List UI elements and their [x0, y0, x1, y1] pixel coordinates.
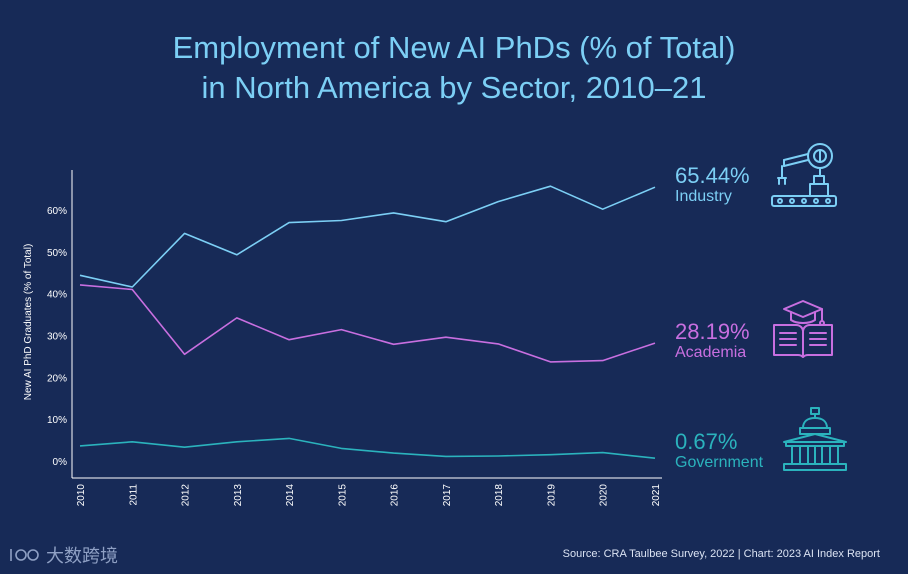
government-value: 0.67% — [675, 429, 738, 454]
x-tick-label: 2010 — [76, 484, 87, 507]
source-note: Source: CRA Taulbee Survey, 2022 | Chart… — [562, 548, 880, 560]
industry-label: 65.44% Industry — [675, 164, 750, 206]
government-name: Government — [675, 454, 764, 471]
series-lines — [79, 185, 656, 459]
watermark-text: 大数跨境 — [46, 546, 118, 566]
y-axis-title: New AI PhD Graduates (% of Total) — [23, 244, 34, 401]
government-label: 0.67% Government — [675, 430, 763, 472]
x-tick-label: 2021 — [651, 484, 662, 507]
tick-labels: 0% 10% 20% 30% 40% 50% 60% 2010 2011 2012 2013 2014… — [23, 206, 662, 506]
x-tick-label: 2020 — [599, 484, 610, 507]
y-tick-label: 20% — [47, 373, 67, 384]
x-tick-label: 2018 — [494, 484, 505, 507]
x-tick-label: 2011 — [128, 484, 139, 506]
y-tick-label: 10% — [47, 415, 67, 426]
y-tick-label: 30% — [47, 332, 67, 343]
x-tick-label: 2015 — [337, 484, 348, 507]
academia-value: 28.19% — [675, 319, 750, 344]
series-line-government — [79, 437, 656, 459]
title-line-2: in North America by Sector, 2010–21 — [201, 70, 707, 105]
x-tick-label: 2012 — [181, 484, 192, 507]
series-line-academia — [79, 284, 656, 363]
industry-name: Industry — [675, 188, 732, 205]
x-tick-label: 2017 — [442, 484, 453, 507]
robot-arm-icon — [771, 143, 837, 207]
y-tick-label: 60% — [47, 206, 67, 217]
watermark: 大数跨境 — [8, 542, 118, 568]
industry-value: 65.44% — [675, 163, 750, 188]
government-building-icon — [783, 407, 847, 471]
y-tick-label: 50% — [47, 248, 67, 259]
x-tick-label: 2019 — [546, 484, 557, 507]
y-tick-label: 40% — [47, 290, 67, 301]
watermark-logo-icon — [10, 549, 39, 561]
axes — [71, 170, 662, 479]
title-line-1: Employment of New AI PhDs (% of Total) — [172, 30, 736, 65]
academia-name: Academia — [675, 344, 747, 361]
graduation-book-icon — [773, 300, 833, 358]
x-tick-label: 2013 — [233, 484, 244, 507]
x-tick-label: 2016 — [390, 484, 401, 507]
y-tick-label: 0% — [53, 457, 68, 468]
academia-label: 28.19% Academia — [675, 320, 750, 362]
series-line-industry — [79, 185, 656, 288]
chart-title: Employment of New AI PhDs (% of Total) i… — [0, 28, 908, 108]
x-tick-label: 2014 — [285, 484, 296, 507]
